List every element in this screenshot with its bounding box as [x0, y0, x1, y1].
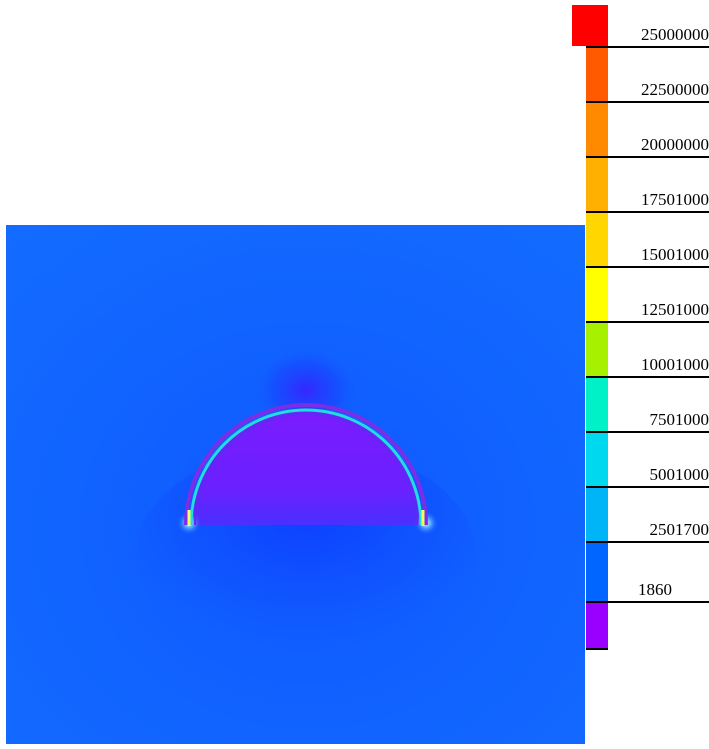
colorbar-tick-line — [586, 156, 709, 158]
colorbar-swatch — [586, 323, 608, 376]
colorbar-tick-line — [586, 431, 709, 433]
colorbar-swatch — [586, 378, 608, 431]
colorbar-tick-label: 10001000 — [641, 355, 709, 374]
colorbar-tick-line — [586, 541, 709, 543]
colorbar-tick-label: 25000000 — [641, 25, 709, 44]
colorbar-tick-line — [586, 376, 709, 378]
colorbar-swatch — [586, 48, 608, 101]
colorbar-swatch — [586, 433, 608, 486]
colorbar-swatch — [586, 603, 608, 648]
colorbar-legend: 25000000 22500000 20000000 17501000 15001000… — [570, 0, 709, 660]
colorbar-tick-label: 2501700 — [649, 520, 709, 539]
colorbar-tick-label: 7501000 — [649, 410, 709, 429]
colorbar-tick-line — [586, 266, 709, 268]
colorbar-tick-label: 5001000 — [649, 465, 709, 484]
dome-interior — [190, 409, 422, 525]
colorbar-tick-line — [586, 601, 709, 603]
colorbar-swatch — [572, 5, 608, 46]
colorbar-swatch — [586, 543, 608, 601]
colorbar-tick-line — [586, 486, 709, 488]
shell-outer-layer — [184, 403, 428, 526]
colorbar-tick-line — [586, 46, 709, 48]
colorbar-tick-label: 17501000 — [641, 190, 709, 209]
colorbar-tick-line — [586, 211, 709, 213]
colorbar-tick-label: 15001000 — [641, 245, 709, 264]
colorbar-swatch — [586, 488, 608, 541]
colorbar-tick-label: 12501000 — [641, 300, 709, 319]
field-contour-plot — [6, 225, 585, 744]
colorbar-swatch — [586, 158, 608, 211]
shell-inner-edge — [194, 413, 418, 526]
colorbar-tick-line — [586, 648, 608, 650]
colorbar-swatch — [586, 213, 608, 266]
colorbar-swatch — [586, 268, 608, 321]
colorbar-tick-line — [586, 101, 709, 103]
colorbar-tick-line — [586, 321, 709, 323]
shell-inner-layer — [189, 408, 423, 526]
colorbar-tick-label: 1860 — [638, 580, 672, 599]
colorbar-tick-label: 22500000 — [641, 80, 709, 99]
colorbar-swatch — [586, 103, 608, 156]
colorbar-tick-label: 20000000 — [641, 135, 709, 154]
